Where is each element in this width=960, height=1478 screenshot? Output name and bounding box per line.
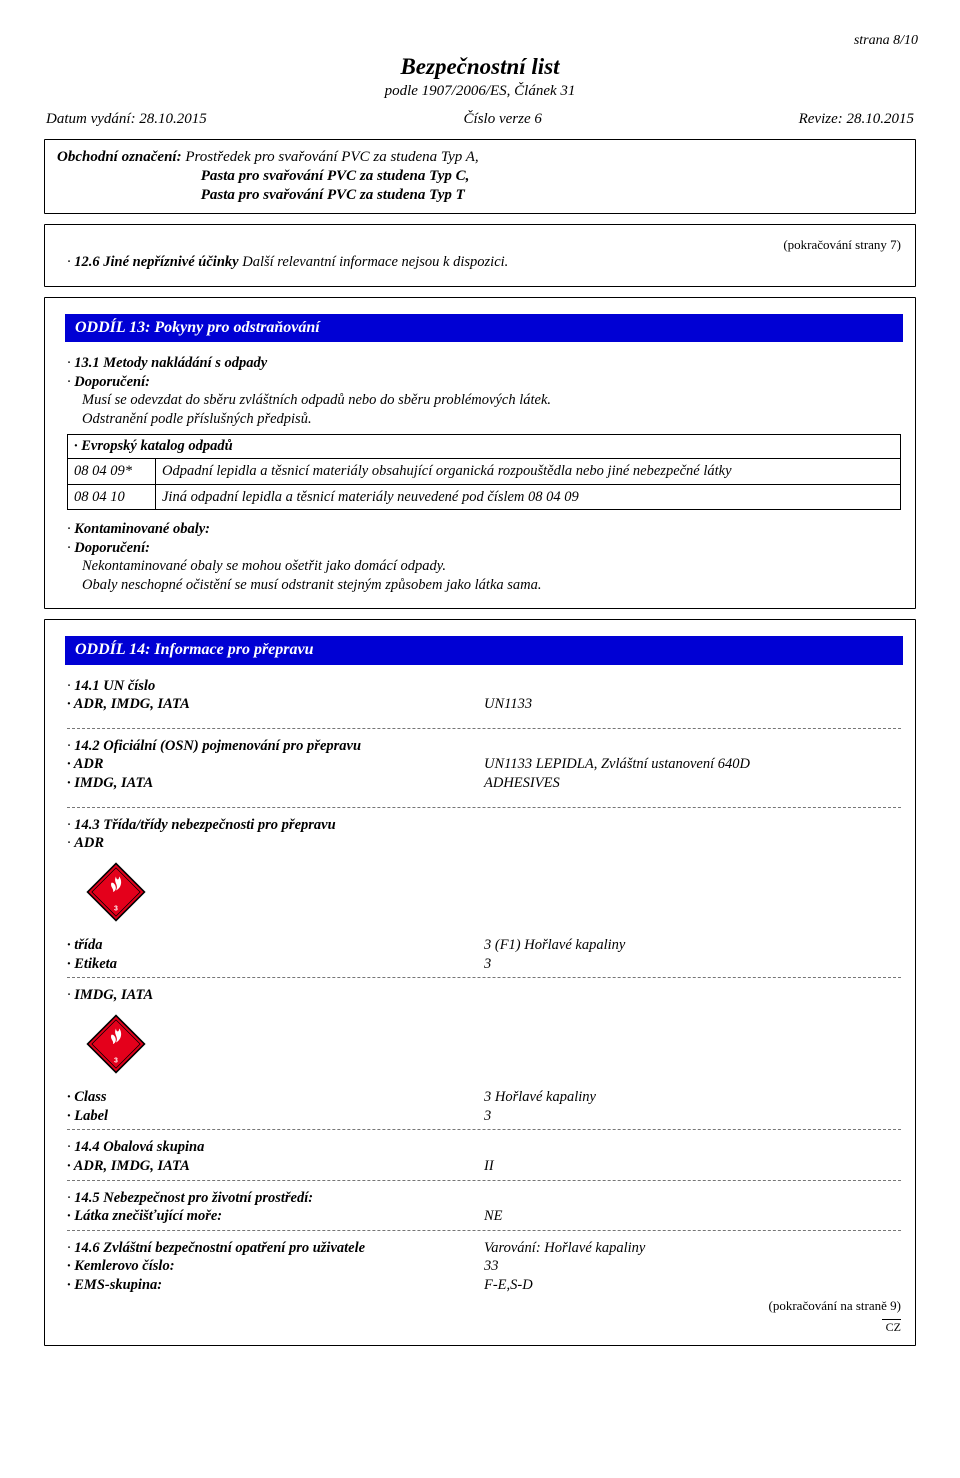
ems-k: EMS-skupina:: [67, 1277, 162, 1293]
s13-1-lead: 13.1 Metody nakládání s odpady: [74, 355, 267, 371]
s14-4-lead: 14.4 Obalová skupina: [74, 1139, 204, 1155]
waste-catalog-lead: Evropský katalog odpadů: [81, 438, 232, 454]
doc-subtitle: podle 1907/2006/ES, Článek 31: [42, 82, 918, 101]
s14-2-lead: 14.2 Oficiální (OSN) pojmenování pro pře…: [74, 738, 361, 754]
sec13-header: ODDÍL 13: Pokyny pro odstraňování: [65, 314, 903, 342]
trade-name-l1: Prostředek pro svařování PVC za studena …: [185, 149, 478, 165]
doporuc-lead: Doporučení:: [74, 540, 150, 556]
s14-2-k1: ADR: [67, 756, 104, 772]
s14-1-lead: 14.1 UN číslo: [74, 678, 155, 694]
divider: [67, 728, 901, 729]
etiketa-k: Etiketa: [67, 956, 117, 972]
doc-title: Bezpečnostní list: [42, 52, 918, 81]
s14-1-k: ADR, IMDG, IATA: [67, 696, 190, 712]
label-k: Label: [67, 1108, 108, 1124]
s14-6-v: Varování: Hořlavé kapaliny: [484, 1239, 901, 1258]
divider: [67, 1230, 901, 1231]
waste-desc-1: Odpadní lepidla a těsnicí materiály obsa…: [156, 459, 900, 484]
flammable-diamond-icon: 3: [85, 861, 147, 923]
continuation-prev: (pokračování strany 7): [783, 237, 901, 254]
svg-text:3: 3: [114, 1057, 118, 1064]
divider: [67, 977, 901, 978]
table-row: 08 04 09* Odpadní lepidla a těsnicí mate…: [68, 458, 900, 484]
sec13-box: ODDÍL 13: Pokyny pro odstraňování · 13.1…: [44, 297, 916, 609]
s14-5-v: NE: [484, 1207, 901, 1226]
trade-name-box: Obchodní označení: Prostředek pro svařov…: [44, 139, 916, 215]
waste-catalog-table: Evropský katalog odpadů 08 04 09* Odpadn…: [67, 434, 901, 510]
kontam-l1: Nekontaminované obaly se mohou ošetřit j…: [82, 558, 446, 574]
divider: [67, 1129, 901, 1130]
waste-code-1: 08 04 09*: [68, 459, 156, 484]
class-v: 3 Hořlavé kapaliny: [484, 1088, 901, 1107]
s13-rec-l1: Musí se odevzdat do sběru zvláštních odp…: [82, 392, 551, 408]
kemler-v: 33: [484, 1257, 901, 1276]
s13-rec-l2: Odstranění podle příslušných předpisů.: [82, 411, 312, 427]
s14-5-lead: 14.5 Nebezpečnost pro životní prostředí:: [74, 1190, 313, 1206]
s14-5-k: Látka znečišťující moře:: [67, 1208, 222, 1224]
trida-v: 3 (F1) Hořlavé kapaliny: [484, 936, 901, 955]
version-number: Číslo verze 6: [464, 110, 542, 129]
divider: [67, 807, 901, 808]
sec14-box: ODDÍL 14: Informace pro přepravu · 14.1 …: [44, 619, 916, 1346]
s14-2-v1: UN1133 LEPIDLA, Zvláštní ustanovení 640D: [484, 755, 901, 774]
trade-name-l3: Pasta pro svařování PVC za studena Typ T: [201, 187, 465, 203]
meta-row: Datum vydání: 28.10.2015 Číslo verze 6 R…: [46, 110, 914, 129]
etiketa-v: 3: [484, 955, 901, 974]
table-row: 08 04 10 Jiná odpadní lepidla a těsnicí …: [68, 484, 900, 510]
label-v: 3: [484, 1107, 901, 1126]
flammable-diamond-icon: 3: [85, 1013, 147, 1075]
imdg-iata-label: IMDG, IATA: [74, 987, 153, 1003]
s14-4-v: II: [484, 1157, 901, 1176]
kontam-lead: Kontaminované obaly:: [74, 521, 210, 537]
trade-name-l2: Pasta pro svařování PVC za studena Typ C…: [201, 168, 470, 184]
issue-date: Datum vydání: 28.10.2015: [46, 110, 207, 129]
s12-6-lead: 12.6 Jiné nepříznivé účinky: [74, 254, 238, 270]
s14-1-v: UN1133: [484, 695, 901, 714]
s14-6-lead: 14.6 Zvláštní bezpečnostní opatření pro …: [74, 1240, 365, 1256]
waste-code-2: 08 04 10: [68, 485, 156, 510]
ems-v: F-E,S-D: [484, 1276, 901, 1295]
s12-6-tail: Další relevantní informace nejsou k disp…: [239, 254, 509, 270]
kontam-l2: Obaly neschopné očistění se musí odstran…: [82, 577, 542, 593]
revision-date: Revize: 28.10.2015: [799, 110, 914, 129]
page-number: strana 8/10: [42, 32, 918, 50]
s14-4-k: ADR, IMDG, IATA: [67, 1158, 190, 1174]
s14-2-k2: IMDG, IATA: [67, 775, 153, 791]
sec14-header: ODDÍL 14: Informace pro přepravu: [65, 636, 903, 664]
country-code: CZ: [882, 1319, 901, 1335]
kemler-k: Kemlerovo číslo:: [67, 1258, 175, 1274]
continuation-next: (pokračování na straně 9): [769, 1298, 901, 1315]
adr-label: ADR: [74, 835, 104, 851]
sec12-box: (pokračování strany 7) · 12.6 Jiné nepří…: [44, 224, 916, 287]
divider: [67, 1180, 901, 1181]
trida-k: třída: [67, 937, 102, 953]
s14-3-lead: 14.3 Třída/třídy nebezpečnosti pro přepr…: [74, 817, 335, 833]
svg-text:3: 3: [114, 905, 118, 912]
waste-desc-2: Jiná odpadní lepidla a těsnicí materiály…: [156, 485, 900, 510]
s14-2-v2: ADHESIVES: [484, 774, 901, 793]
trade-name-lead: Obchodní označení:: [57, 149, 182, 165]
s13-rec-lead: Doporučení:: [74, 374, 150, 390]
class-k: Class: [67, 1089, 107, 1105]
